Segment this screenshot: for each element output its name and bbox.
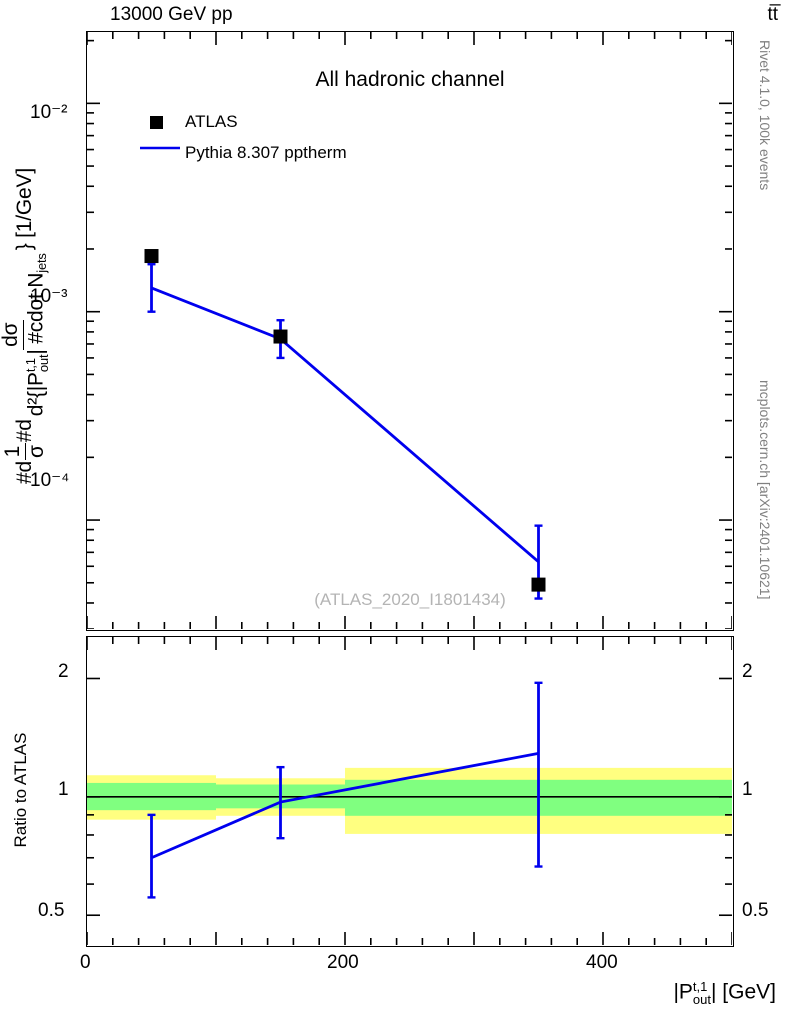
mc-curve xyxy=(150,286,540,563)
ylabel-den-denominator: d²{|P t,1 out | #cdot Njets xyxy=(22,250,51,419)
data-marker xyxy=(273,329,288,344)
ylabel-pout-subsup: t,1 out xyxy=(22,354,51,373)
ratio-plot-panel xyxy=(86,636,734,947)
xtick-label-1: 200 xyxy=(327,952,359,973)
ylabel-sub-out: out xyxy=(35,354,51,373)
header-process: tt̅ xyxy=(767,4,778,25)
ylabel-frac-one-sigma: 1 σ xyxy=(1,442,48,461)
legend-markers xyxy=(140,116,180,150)
ratio-y-axis-label-text: Ratio to ATLAS xyxy=(11,732,30,848)
ytick-label-0: 10⁻² xyxy=(30,102,68,123)
ylabel-num-dsigma: dσ xyxy=(0,319,24,350)
ylabel-frac-main: dσ d²{|P t,1 out | #cdot Njets xyxy=(0,250,51,419)
ratio-ytick-label-1: 1 xyxy=(58,779,69,800)
ylabel-den-head: d²{|P xyxy=(24,372,48,417)
ratio-ytick-label-right-1: 1 xyxy=(742,779,753,800)
xlabel-tail: | [GeV] xyxy=(711,980,776,1004)
ylabel-num-1: 1 xyxy=(1,442,26,461)
side-note-rivet: Rivet 4.1.0, 100k events xyxy=(757,40,773,191)
xtick-label-0: 0 xyxy=(80,952,91,973)
xlabel-subsup: t,1 out xyxy=(693,980,711,1006)
ylabel-sub-jets: jets xyxy=(33,253,49,273)
ylabel-tail: } [1/GeV] xyxy=(13,168,36,251)
data-marker xyxy=(531,577,546,592)
ytick-label-1: 10⁻³ xyxy=(30,286,68,307)
legend-label-atlas: ATLAS xyxy=(185,112,238,131)
xlabel-sub: out xyxy=(692,992,712,1008)
side-note-mcplots: mcplots.cern.ch [arXiv:2401.10621] xyxy=(757,380,773,600)
legend-square-marker xyxy=(150,116,163,129)
ylabel-sup-t1: t,1 xyxy=(22,358,38,373)
ylabel-den-sigma: σ xyxy=(24,445,48,459)
ratio-plot-canvas xyxy=(87,637,732,945)
main-plot-panel xyxy=(86,31,734,631)
main-plot-canvas xyxy=(87,32,732,629)
ytick-label-2: 10⁻⁴ xyxy=(30,470,70,491)
x-axis-label: |P t,1 out | [GeV] xyxy=(673,980,776,1006)
xlabel-sup: t,1 xyxy=(692,979,708,994)
ratio-ytick-label-0: 2 xyxy=(58,661,69,682)
xtick-label-2: 400 xyxy=(586,952,618,973)
ratio-ytick-label-2: 0.5 xyxy=(38,900,65,921)
ratio-ytick-label-right-2: 0.5 xyxy=(742,900,769,921)
header-beam-energy: 13000 GeV pp xyxy=(110,4,233,25)
ratio-y-axis-label: Ratio to ATLAS xyxy=(6,660,40,920)
analysis-watermark: (ATLAS_2020_I1801434) xyxy=(314,590,506,609)
ylabel-mid: #d xyxy=(13,419,36,443)
data-marker xyxy=(144,249,159,264)
ratio-ytick-label-right-0: 2 xyxy=(742,661,753,682)
legend-label-pythia: Pythia 8.307 pptherm xyxy=(185,143,347,162)
plot-title: All hadronic channel xyxy=(315,68,505,91)
xlabel-base: |P xyxy=(673,980,693,1004)
